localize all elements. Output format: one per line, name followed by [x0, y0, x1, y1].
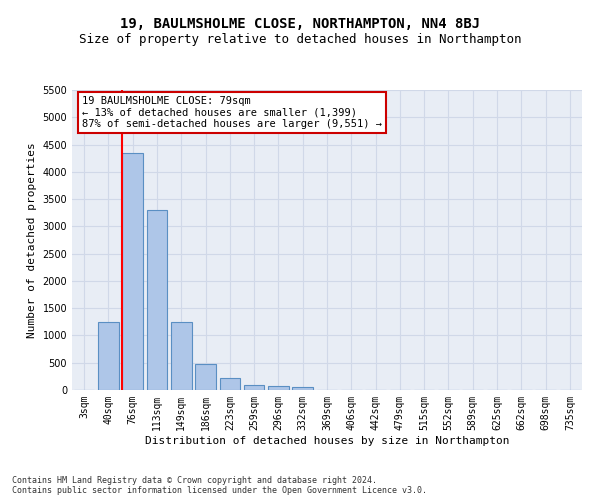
Bar: [268, 386, 289, 390]
Bar: [171, 322, 191, 390]
Bar: [98, 322, 119, 390]
Y-axis label: Number of detached properties: Number of detached properties: [27, 142, 37, 338]
Text: 19, BAULMSHOLME CLOSE, NORTHAMPTON, NN4 8BJ: 19, BAULMSHOLME CLOSE, NORTHAMPTON, NN4 …: [120, 18, 480, 32]
Bar: [122, 152, 143, 390]
Text: Contains HM Land Registry data © Crown copyright and database right 2024.
Contai: Contains HM Land Registry data © Crown c…: [12, 476, 427, 495]
Bar: [244, 385, 265, 390]
Bar: [195, 364, 216, 390]
Text: 19 BAULMSHOLME CLOSE: 79sqm
← 13% of detached houses are smaller (1,399)
87% of : 19 BAULMSHOLME CLOSE: 79sqm ← 13% of det…: [82, 96, 382, 129]
Bar: [220, 378, 240, 390]
Bar: [146, 210, 167, 390]
X-axis label: Distribution of detached houses by size in Northampton: Distribution of detached houses by size …: [145, 436, 509, 446]
Bar: [292, 387, 313, 390]
Text: Size of property relative to detached houses in Northampton: Size of property relative to detached ho…: [79, 32, 521, 46]
